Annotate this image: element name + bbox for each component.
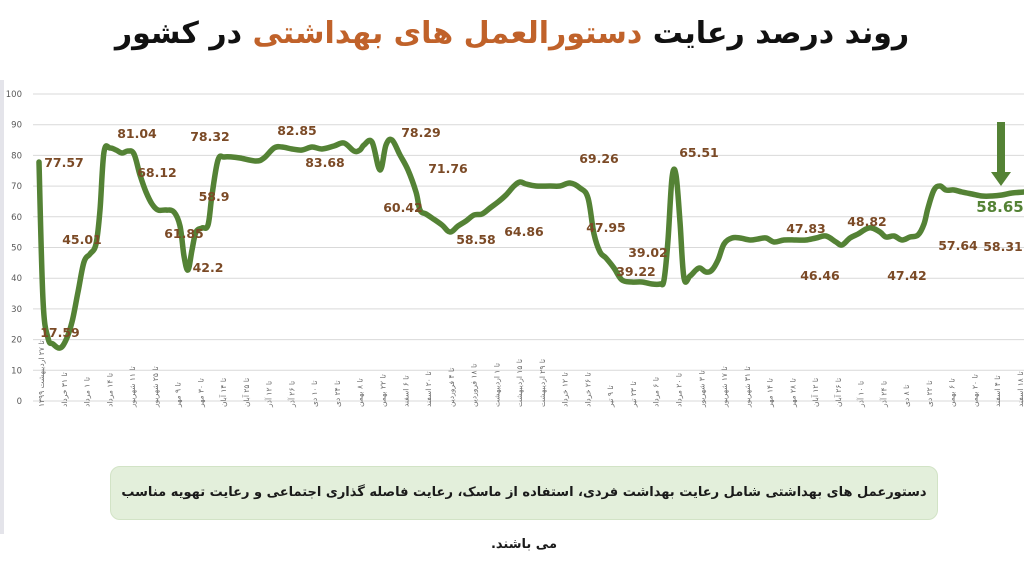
x-tick-label: تا ۱۴ آبان: [218, 378, 228, 407]
data-label: 58.31: [983, 239, 1023, 254]
data-label: 64.86: [504, 224, 544, 239]
data-label: 77.57: [44, 155, 84, 170]
x-tick-label: تا ۱ اردیبهشت: [492, 363, 501, 407]
footnote: دستورعمل های بهداشتی شامل رعایت بهداشت ف…: [110, 466, 938, 552]
x-tick-label: تا ۲۲ دی: [925, 381, 934, 407]
x-tick-label: تا ۲۶ آذر: [286, 381, 296, 408]
x-tick-label: تا ۶ اسفند: [401, 375, 410, 407]
x-tick-label: تا ۱۰ آذر: [856, 381, 866, 408]
x-axis-ticks: تا ۲۷ اردیبهشت ۱۳۹۹ تا ۳۱ خرداد تا ۱ مرداد…: [37, 340, 1024, 408]
x-tick-label: تا ۸ بهمن: [356, 378, 365, 407]
y-tick-label: 100: [6, 90, 22, 100]
data-label: 78.32: [190, 129, 230, 144]
x-tick-label: تا ۱۲ آبان: [810, 378, 820, 407]
x-tick-label: تا ۲۰ مرداد: [674, 373, 683, 407]
data-label: 82.85: [277, 123, 317, 138]
arrow-head: [991, 172, 1011, 186]
data-label: 58.9: [199, 189, 230, 204]
arrow-shaft: [997, 122, 1005, 174]
data-label: 47.83: [786, 221, 826, 236]
data-label: 57.64: [938, 238, 978, 253]
title-part-1: روند درصد رعایت: [642, 16, 910, 51]
gridlines: [33, 93, 1024, 402]
x-tick-label: تا ۲۰ بهمن: [970, 374, 979, 407]
x-tick-label: تا ۴ اسفند: [993, 375, 1002, 407]
x-tick-label: تا ۶ مرداد: [652, 377, 661, 407]
x-tick-label: تا ۲۲ بهمن: [379, 374, 388, 407]
x-tick-label: تا ۱ مرداد: [83, 377, 92, 407]
x-tick-label: تا ۲۴ دی: [333, 381, 342, 407]
data-label: 68.12: [137, 165, 177, 180]
y-tick-label: 60: [11, 213, 22, 223]
data-label: 48.82: [847, 214, 887, 229]
x-tick-label: تا ۲۹ اردیبهشت: [538, 359, 547, 407]
left-border: [0, 80, 4, 534]
x-tick-label: تا ۲۳ تیر: [629, 381, 638, 408]
data-label: 58.58: [456, 232, 496, 247]
data-label: 39.22: [616, 264, 656, 279]
data-label: 83.68: [305, 155, 345, 170]
x-tick-label: تا ۲۷ اردیبهشت ۱۳۹۹: [37, 340, 46, 407]
x-tick-label: تا ۶ بهمن: [948, 378, 957, 407]
data-labels: 77.57 17.59 45.01 81.04 68.12 61.85 42.2 58.9 78…: [40, 123, 1024, 340]
x-tick-label: تا ۲۶ خرداد: [583, 372, 592, 407]
y-tick-label: 10: [11, 366, 22, 376]
y-tick-label: 50: [11, 244, 22, 254]
x-tick-label: تا ۳۰ مهر: [196, 378, 205, 408]
data-label: 78.29: [401, 125, 441, 140]
highlight-data-label: 58.65: [976, 198, 1023, 216]
x-tick-label: تا ۳۱ شهریور: [743, 366, 752, 408]
data-label: 47.95: [586, 220, 626, 235]
x-tick-label: تا ۲۸ مهر: [788, 378, 797, 408]
y-tick-label: 40: [11, 274, 22, 284]
x-tick-label: تا ۱۸ فروردین: [470, 364, 479, 407]
x-tick-label: تا ۸ دی: [902, 385, 911, 407]
x-tick-label: تا ۱۴ مهر: [766, 378, 775, 408]
line-chart: 0 10 20 30 40 50 60 70 80 90 100 تا ۲۷ اردیبهشت ۱۳…: [6, 90, 1024, 408]
x-tick-label: تا ۹ مهر: [174, 382, 183, 408]
x-tick-label: تا ۱۴ مرداد: [105, 373, 114, 407]
chart-frame: روند درصد رعایت دستورالعمل های بهداشتی د…: [0, 6, 1024, 552]
x-tick-label: تا ۲۶ آبان: [833, 378, 843, 407]
y-tick-label: 20: [11, 336, 22, 346]
x-tick-label: تا ۲۴ آذر: [878, 381, 888, 408]
data-label: 61.85: [164, 226, 204, 241]
y-tick-label: 30: [11, 305, 22, 315]
data-label: 39.02: [628, 245, 668, 260]
y-tick-label: 70: [11, 182, 22, 192]
data-label: 45.01: [62, 232, 102, 247]
x-tick-label: تا ۹ تیر: [606, 385, 615, 408]
x-tick-label: تا ۱۱ شهریور: [128, 366, 137, 408]
data-label: 46.46: [800, 268, 840, 283]
series-line: [36, 136, 1024, 351]
x-tick-label: تا ۱۲ خرداد: [561, 372, 570, 407]
x-tick-label: تا ۱۷ شهریور: [720, 366, 729, 408]
title-part-3: در کشور: [114, 16, 253, 51]
data-label: 60.42: [383, 200, 423, 215]
x-tick-label: تا ۱۰ دی: [310, 381, 319, 407]
chart-title: روند درصد رعایت دستورالعمل های بهداشتی د…: [0, 6, 1024, 62]
x-tick-label: تا ۱۵ اردیبهشت: [515, 359, 524, 407]
data-label: 81.04: [117, 126, 157, 141]
y-tick-label: 90: [11, 121, 22, 131]
y-tick-label: 0: [17, 397, 22, 407]
x-tick-label: تا ۴ فروردین: [447, 368, 456, 407]
data-label: 42.2: [193, 260, 224, 275]
x-tick-label: تا ۱۲ آذر: [264, 381, 274, 408]
data-label: 71.76: [428, 161, 468, 176]
x-tick-label: تا ۲۵ آبان: [241, 378, 251, 407]
data-label: 65.51: [679, 145, 719, 160]
arrow-down-icon: [991, 122, 1011, 186]
x-tick-label: تا ۲۰ اسفند: [424, 371, 433, 407]
x-tick-label: تا ۳ شهریور: [697, 370, 706, 408]
data-label: 69.26: [579, 151, 619, 166]
x-tick-label: تا ۱۸ اسفند: [1016, 371, 1024, 407]
x-tick-label: تا ۳۱ خرداد: [60, 372, 69, 407]
title-accent: دستورالعمل های بهداشتی: [252, 16, 643, 51]
y-axis-ticks: 0 10 20 30 40 50 60 70 80 90 100: [6, 90, 22, 407]
data-label: 47.42: [887, 268, 927, 283]
y-tick-label: 80: [11, 151, 22, 161]
x-tick-label: تا ۲۵ شهریور: [151, 366, 160, 408]
data-label: 17.59: [40, 325, 80, 340]
